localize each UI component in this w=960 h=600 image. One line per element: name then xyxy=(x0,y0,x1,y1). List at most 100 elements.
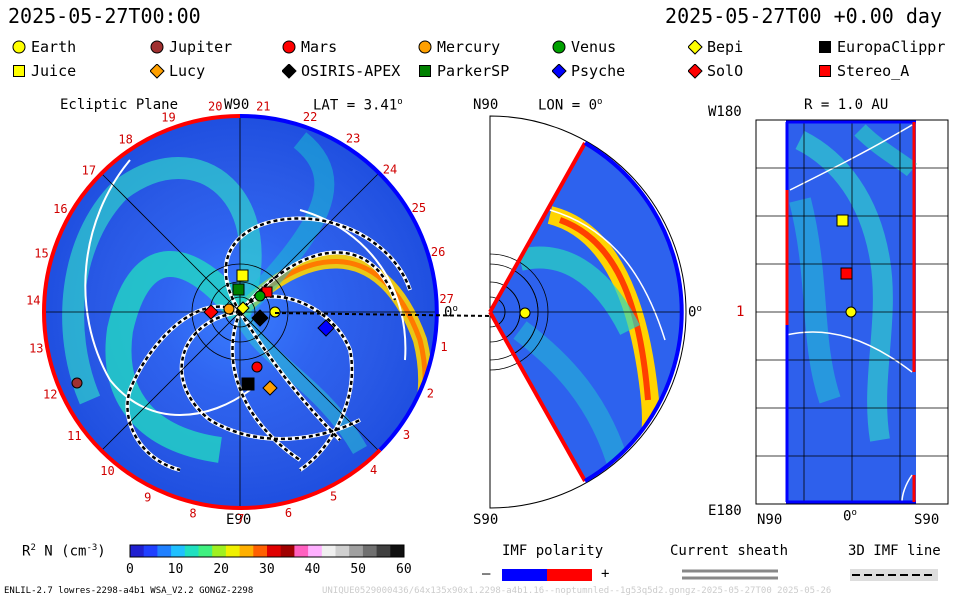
carrington-tick-label: 22 xyxy=(303,110,317,124)
carrington-tick-label: 4 xyxy=(370,463,377,477)
imf-polarity-title: IMF polarity xyxy=(502,543,604,559)
colorbar-segment xyxy=(267,545,282,557)
carrington-tick-label: 9 xyxy=(144,490,151,504)
carrington-tick-label: 13 xyxy=(29,342,43,356)
mercury-marker xyxy=(223,303,235,315)
carrington-tick-label: 12 xyxy=(43,388,57,402)
legend-item-parkersp: ParkerSP xyxy=(418,62,509,80)
legend-diamond-icon xyxy=(150,63,165,79)
carrington-tick-label: 25 xyxy=(412,201,426,215)
legend-item-osiris-apex: OSIRIS-APEX xyxy=(282,62,400,80)
legend-diamond-icon xyxy=(282,63,297,79)
ecliptic-rim-positive xyxy=(239,448,382,511)
jupiter-marker xyxy=(71,377,83,389)
current-sheath-title: Current sheath xyxy=(670,543,789,559)
footer-run-id: UNIQUE0529000436/64x135x90x1.2298-a4b1.1… xyxy=(322,586,832,596)
carrington-tick-label: 26 xyxy=(431,245,445,259)
sphere-juice-marker xyxy=(836,214,849,227)
solo-marker xyxy=(203,304,219,320)
legend-label: OSIRIS-APEX xyxy=(301,62,401,80)
carrington-tick-label: 10 xyxy=(100,464,114,478)
carrington-tick-label: 3 xyxy=(403,428,410,442)
meridional-rim xyxy=(583,141,684,483)
ecliptic-rim-positive-west xyxy=(42,114,241,510)
meridional-earth-marker xyxy=(519,307,531,319)
legend-circle-icon xyxy=(418,40,432,53)
ecliptic-bottom-label: E90 xyxy=(226,512,252,528)
colorbar-tick: 0 xyxy=(126,562,134,577)
legend-square-icon xyxy=(819,40,831,53)
meridional-bottom-label: S90 xyxy=(473,512,499,528)
meridional-south-edge xyxy=(488,311,587,482)
bepi-marker xyxy=(236,301,250,315)
colorbar-segment xyxy=(157,545,172,557)
legend-label: Mars xyxy=(301,38,338,56)
legend-circle-icon xyxy=(150,40,164,53)
meridional-zero-left: 0o xyxy=(444,304,458,321)
carrington-tick-label: 27 xyxy=(439,292,453,306)
ecliptic-markers xyxy=(71,269,335,396)
carrington-tick-label: 18 xyxy=(118,133,132,147)
legend-label: Juice xyxy=(31,62,77,80)
colorbar-segment xyxy=(335,545,350,557)
earth-marker xyxy=(269,306,281,318)
legend-diamond-icon xyxy=(688,63,703,79)
density-colorbar xyxy=(130,545,405,557)
legend-diamond-icon xyxy=(688,39,703,55)
legend-label: SolO xyxy=(707,62,744,80)
sphere-earth-marker xyxy=(845,306,857,318)
legend-item-bepi: Bepi xyxy=(688,38,743,56)
legend-item-mercury: Mercury xyxy=(418,38,500,56)
imf-negative-swatch xyxy=(502,569,547,581)
colorbar-segment xyxy=(376,545,391,557)
colorbar-tick: 30 xyxy=(259,562,275,577)
ecliptic-rim-negative xyxy=(239,113,439,452)
carrington-tick-label: 2 xyxy=(427,386,434,400)
colorbar-segment xyxy=(362,545,378,557)
colorbar-segment xyxy=(171,545,186,557)
colorbar-tick: 10 xyxy=(167,562,184,577)
legend-item-europaclippr: EuropaClippr xyxy=(818,38,945,56)
simulation-datetime: 2025-05-27T00:00 xyxy=(8,4,201,28)
legend-item-juice: Juice xyxy=(12,62,76,80)
colorbar-segment xyxy=(294,545,309,557)
carrington-tick-label: 14 xyxy=(26,294,40,308)
carrington-tick-label: 15 xyxy=(34,246,48,260)
legend-label: ParkerSP xyxy=(437,62,510,80)
ecliptic-latitude: LAT = 3.41o xyxy=(313,97,403,114)
legend-label: Jupiter xyxy=(169,38,233,56)
sphere-x-label-zero: 0o xyxy=(843,508,857,525)
imf-positive-swatch xyxy=(547,569,592,581)
europa-marker xyxy=(241,377,255,391)
colorbar-label: R2 N (cm-3) xyxy=(22,543,106,560)
carrington-tick-label: 23 xyxy=(346,132,360,146)
colorbar-segment xyxy=(225,545,241,557)
legend-item-stereo-a: Stereo_A xyxy=(818,62,909,80)
sphere-top-label: W180 xyxy=(708,104,742,120)
sphere-mid-label: 1 xyxy=(736,304,745,320)
colorbar-segment xyxy=(253,545,268,557)
meridional-longitude: LON = 0o xyxy=(538,97,603,114)
colorbar-segment xyxy=(198,545,213,557)
legend-label: Stereo_A xyxy=(837,62,910,80)
legend-circle-icon xyxy=(282,40,296,53)
carrington-tick-label: 20 xyxy=(208,100,222,114)
legend-square-icon xyxy=(13,64,25,77)
legend-label: Bepi xyxy=(707,38,744,56)
sphere-stereo-a-marker xyxy=(840,267,853,280)
legend-diamond-icon xyxy=(552,63,567,79)
carrington-tick-label: 11 xyxy=(67,429,81,443)
colorbar-tick: 60 xyxy=(396,562,412,577)
legend-label: Earth xyxy=(31,38,77,56)
meridional-north-edge xyxy=(488,142,587,313)
parker-marker xyxy=(232,283,245,296)
colorbar-segment xyxy=(184,545,199,557)
legend-label: Venus xyxy=(571,38,617,56)
imf3d-title: 3D IMF line xyxy=(848,543,941,559)
carrington-tick-label: 1 xyxy=(440,340,447,354)
colorbar-tick: 50 xyxy=(350,562,366,577)
spacecraft-legend: Earth Jupiter Mars Mercury Venus Bepi EuropaCl… xyxy=(12,38,952,84)
colorbar-segment xyxy=(143,545,158,557)
sphere-bottom-label: E180 xyxy=(708,503,742,519)
